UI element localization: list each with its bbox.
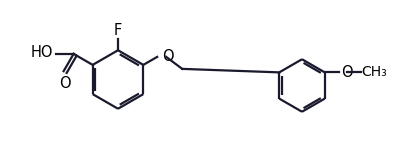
Text: O: O	[59, 76, 71, 91]
Text: CH₃: CH₃	[362, 65, 388, 79]
Text: F: F	[114, 23, 122, 38]
Text: O: O	[341, 65, 352, 80]
Text: O: O	[162, 49, 174, 64]
Text: HO: HO	[31, 45, 54, 60]
